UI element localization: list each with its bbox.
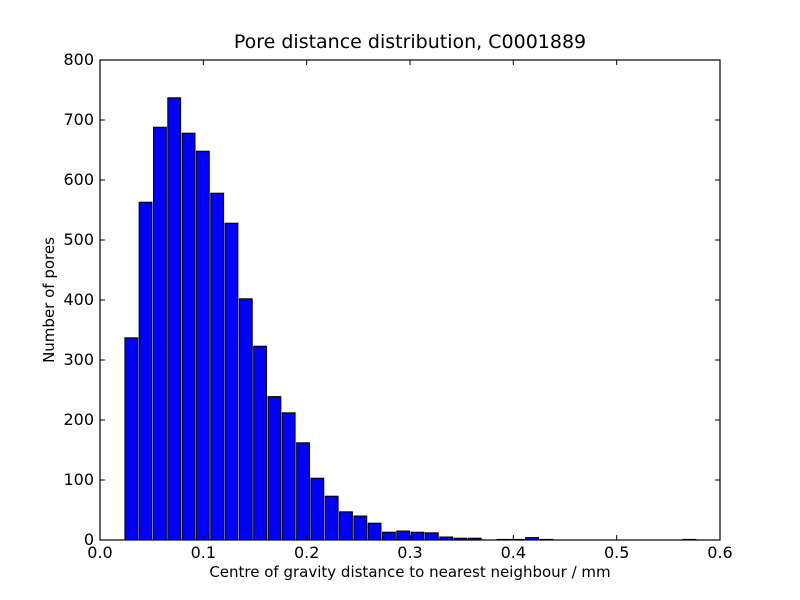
x-tick-label: 0.6 [707,543,732,562]
y-tick-label: 300 [63,350,94,369]
x-axis-ticks: 0.0 0.1 0.2 0.3 0.4 0.5 0.6 [87,60,733,562]
histogram-bar [281,412,296,541]
y-tick-label: 700 [63,110,94,129]
histogram-bar [424,532,439,541]
y-tick-label: 500 [63,230,94,249]
histogram-bar [181,132,196,541]
histogram-bar [410,531,425,541]
x-tick-label: 0.5 [604,543,629,562]
histogram-bar [153,126,167,541]
y-tick-label: 600 [63,170,94,189]
histogram-bar [396,530,411,541]
histogram-bar [224,222,239,541]
histogram-bar [238,298,253,541]
histogram-bar [367,522,382,541]
bars-group [124,97,697,541]
y-tick-label: 0 [84,530,94,549]
x-tick-label: 0.2 [294,543,319,562]
x-tick-label: 0.3 [397,543,422,562]
histogram-bar [296,442,310,541]
histogram-bar [167,97,182,541]
y-axis-label: Number of pores [40,237,58,363]
histogram-bar [138,201,153,541]
chart-title: Pore distance distribution, C0001889 [234,31,586,53]
x-tick-label: 0.4 [501,543,526,562]
y-tick-label: 400 [63,290,94,309]
y-tick-label: 200 [63,410,94,429]
histogram-bar [353,515,368,541]
histogram-bar [310,477,325,541]
histogram-bar [253,345,267,541]
x-axis-label: Centre of gravity distance to nearest ne… [209,563,610,581]
histogram-bar [124,337,139,541]
histogram-bar [210,192,225,541]
histogram-bar [339,511,353,541]
y-axis-ticks: 0 100 200 300 400 500 600 700 800 [63,50,720,549]
histogram-bar [382,531,396,541]
x-tick-label: 0.1 [191,543,216,562]
histogram-bar [267,396,282,541]
y-tick-label: 800 [63,50,94,69]
histogram-bar [195,150,210,541]
y-tick-label: 100 [63,470,94,489]
x-tick-label: 0.0 [87,543,112,562]
histogram-bar [324,495,339,541]
